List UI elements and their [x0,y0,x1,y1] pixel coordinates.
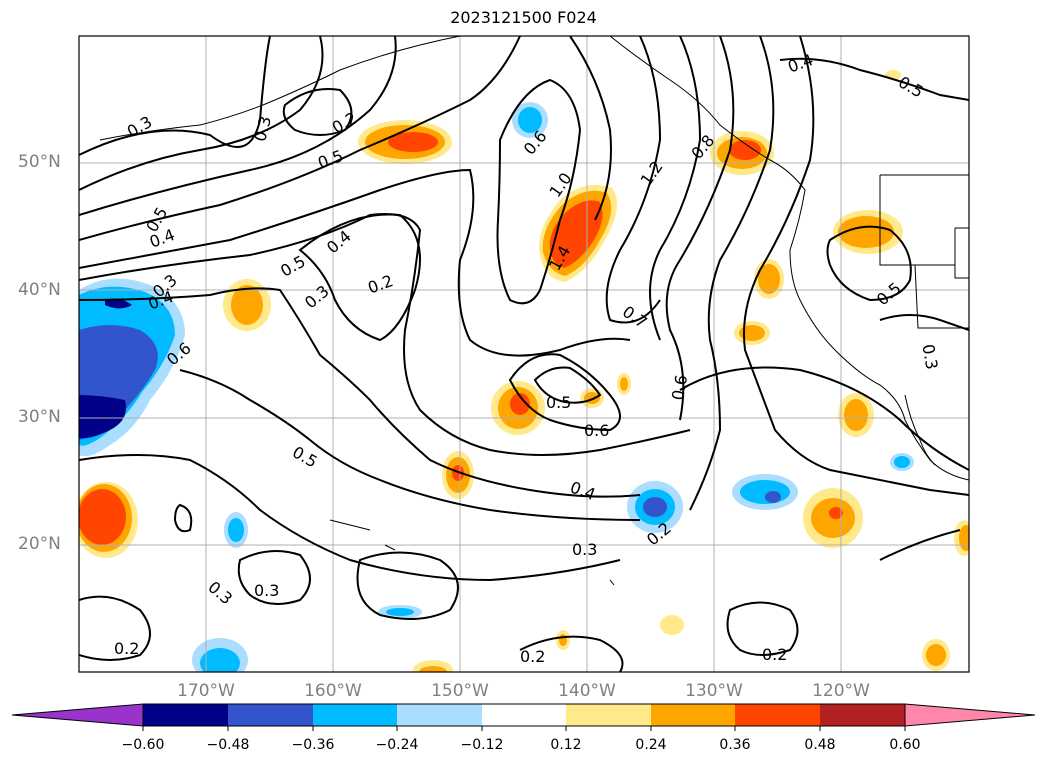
lon-label: 140°W [558,681,616,701]
contour-label: 0.4 [568,477,598,504]
contour-label: 0.5 [873,278,905,309]
graticule [79,36,969,672]
colorbar-tick-label: −0.48 [206,737,250,753]
lat-label: 40°N [18,280,61,300]
lat-label: 50°N [18,152,61,172]
negative-anomaly-region [518,107,542,133]
contour-label: 0.2 [365,271,395,298]
contour-label: 0.3 [204,577,236,608]
negative-anomaly-region [386,608,414,616]
negative-anomaly-region [79,395,126,439]
coastlines [99,36,969,586]
positive-anomaly-region [549,200,603,268]
colorbar-extend-high [904,703,1036,727]
contour-label: 0.6 [584,421,609,440]
negative-anomaly-region [643,497,667,517]
negative-anomaly-region [740,480,790,504]
colorbar-tick-label: 0.12 [550,737,582,753]
positive-anomaly-region [620,377,628,391]
negative-anomaly-region [200,648,240,672]
contour-label: 0.6 [668,373,691,401]
positive-anomaly-region [79,489,126,545]
colorbar-tick-label: −0.12 [460,737,504,753]
lon-label: 120°W [812,681,870,701]
negative-anomaly-region [228,518,244,542]
contour-label: 0.5 [546,393,571,412]
colorbar-segment [228,704,313,726]
lat-label: 20°N [18,534,61,554]
contour-label: 0.2 [520,647,545,666]
contour-label: 0.3 [254,581,279,600]
positive-anomaly-region [739,325,765,341]
contour-label: 0.2 [762,645,787,664]
colorbar-segment [482,704,566,726]
colorbar-tick-label: 0.60 [889,737,921,753]
contour-label: 0.5 [315,146,345,173]
colorbar-segment [566,704,651,726]
positive-anomaly-region [926,644,946,666]
colorbar-tick-label: −0.60 [121,737,165,753]
positive-anomaly-region [584,392,600,404]
positive-anomaly-region [510,393,530,415]
contour-label: 0.3 [918,343,941,371]
colorbar-tick-label: 0.48 [804,737,836,753]
colorbar [11,703,1036,731]
contour-label: 0.3 [250,114,275,144]
lon-label: 170°W [177,681,235,701]
colorbar-extend-low [11,703,144,727]
lon-label: 160°W [304,681,362,701]
contour-label: 0.3 [572,540,597,559]
contour-label: 0.5 [277,251,309,280]
negative-anomaly-region [105,298,132,309]
colorbar-tick-label: −0.36 [291,737,335,753]
map-area: 0.3 0.3 0.2 0.5 0.6 1.0 1.2 0.8 0.4 0.5 … [79,36,969,672]
contour-label: 1.2 [637,157,667,189]
contour-label: 0.4 [785,50,815,77]
colorbar-segment [313,704,397,726]
colorbar-segment [397,704,482,726]
positive-anomaly-region [559,634,567,646]
positive-anomaly-region [388,132,438,152]
positive-anomaly-region [452,465,464,481]
contour-lines [79,36,969,672]
contour-label: 0.3 [301,281,333,312]
positive-anomaly-region [959,525,969,551]
shaded-anomalies [79,70,969,672]
positive-anomaly-region [844,399,868,431]
lon-label: 130°W [685,681,743,701]
colorbar-segment [651,704,735,726]
map-title: 2023121500 F024 [450,8,597,27]
contour-label: 0.5 [289,442,321,471]
colorbar-segment [820,704,905,726]
positive-anomaly-region [758,264,780,294]
positive-anomaly-region [660,615,684,635]
map-frame [78,35,970,673]
contour-label: 0.7 [619,302,651,332]
colorbar-tick-label: −0.24 [375,737,419,753]
colorbar-segment [735,704,820,726]
colorbar-tick-label: 0.36 [719,737,751,753]
positive-anomaly-region [829,507,843,519]
contour-label: 0.2 [114,639,139,658]
positive-anomaly-region [419,666,447,672]
colorbar-tick-label: 0.24 [635,737,667,753]
colorbar-segment [143,704,228,726]
lon-label: 150°W [431,681,489,701]
negative-anomaly-region [765,491,781,503]
lat-label: 30°N [18,407,61,427]
negative-anomaly-region [894,456,910,468]
positive-anomaly-region [729,140,761,160]
positive-anomaly-region [231,285,263,325]
